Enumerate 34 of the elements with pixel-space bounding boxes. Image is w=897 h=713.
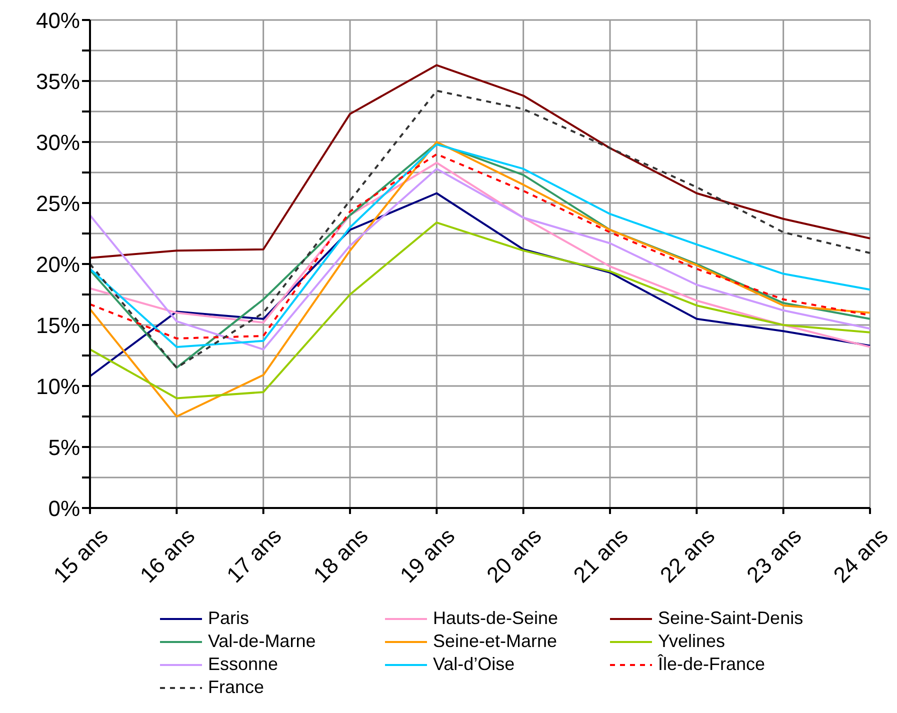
x-tick-label: 21 ans — [568, 523, 633, 588]
legend-label: Seine-Saint-Denis — [658, 608, 804, 629]
x-tick-label: 19 ans — [395, 523, 460, 588]
x-tick-label: 22 ans — [655, 523, 720, 588]
legend-label: Hauts-de-Seine — [433, 608, 558, 629]
line-series — [89, 141, 871, 418]
line-series — [89, 90, 871, 369]
legend-label: Val-d’Oise — [433, 654, 515, 675]
y-tick-label: 20% — [36, 252, 80, 277]
line-series — [89, 222, 871, 400]
y-tick-label: 0% — [48, 496, 80, 521]
legend-label: Essonne — [208, 654, 278, 675]
legend-label: Val-de-Marne — [208, 631, 316, 652]
x-tick-label: 18 ans — [308, 523, 373, 588]
y-tick-label: 5% — [48, 434, 80, 460]
y-tick-label: 10% — [36, 374, 80, 399]
x-tick-label: 17 ans — [222, 523, 286, 588]
line-series — [89, 64, 871, 259]
legend-label: France — [208, 677, 264, 698]
x-tick-label: 24 ans — [828, 523, 893, 588]
legend-label: Paris — [208, 608, 250, 629]
y-tick-label: 25% — [36, 190, 80, 216]
legend-label: Yvelines — [658, 631, 726, 652]
x-tick-label: 15 ans — [48, 523, 113, 588]
y-tick-label: 30% — [36, 130, 80, 155]
line-series — [89, 192, 871, 378]
y-tick-label: 15% — [36, 312, 80, 338]
x-tick-label: 16 ans — [135, 523, 200, 588]
y-tick-label: 40% — [36, 8, 80, 33]
y-tick-label: 35% — [36, 68, 80, 94]
x-tick-label: 20 ans — [482, 523, 546, 588]
legend-label: Seine-et-Marne — [433, 631, 558, 652]
x-tick-label: 23 ans — [742, 523, 806, 588]
legend-label: Île-de-France — [658, 654, 766, 675]
